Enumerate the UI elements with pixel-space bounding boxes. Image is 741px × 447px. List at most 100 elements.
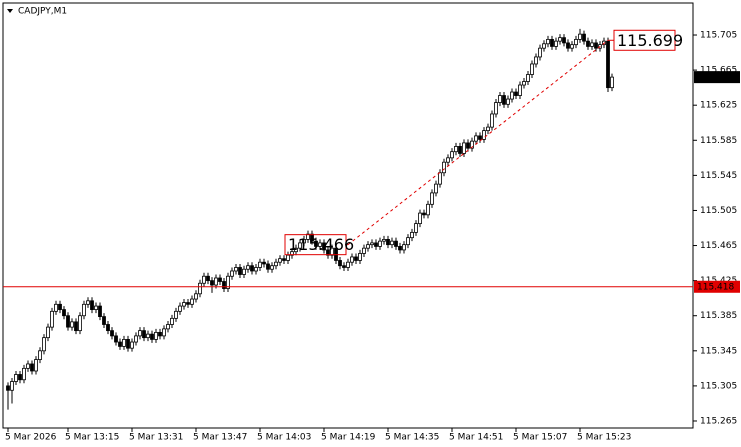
candle-body	[494, 102, 498, 115]
candle-body	[110, 330, 114, 337]
x-tick-label: 5 Mar 13:47	[193, 433, 247, 443]
y-tick-label: 115.345	[700, 346, 737, 356]
candle-body	[6, 385, 10, 391]
candle-body	[286, 254, 290, 261]
candle-body	[414, 223, 418, 233]
candle-body	[542, 43, 546, 49]
candle-body	[426, 203, 430, 216]
candle-body	[158, 331, 162, 337]
candle-body	[294, 247, 298, 253]
candle-body	[254, 267, 258, 272]
x-tick-label: 5 Mar 13:31	[129, 433, 183, 443]
candle-body	[610, 76, 614, 89]
candle-body	[14, 374, 18, 382]
candle-body	[262, 261, 266, 265]
annotation-label: 115.466	[288, 235, 354, 254]
candle-body	[558, 37, 562, 42]
candle-body	[22, 367, 26, 381]
candle-body	[86, 300, 90, 305]
y-tick-label: 115.305	[700, 381, 737, 391]
candle-body	[358, 253, 362, 261]
candle-body	[486, 126, 490, 132]
candle-body	[206, 275, 210, 282]
candle-body	[490, 113, 494, 128]
candle-body	[582, 33, 586, 42]
candle-body	[270, 265, 274, 270]
candle-body	[90, 300, 94, 310]
candle-body	[466, 142, 470, 149]
candle-body	[38, 350, 42, 360]
candle-body	[470, 140, 474, 149]
y-tick-label: 115.625	[700, 101, 737, 111]
candle-body	[98, 305, 102, 317]
candle-body	[234, 267, 238, 272]
candle-body	[550, 39, 554, 47]
candle-body	[174, 310, 178, 319]
candle-body	[170, 317, 174, 325]
candle-body	[246, 265, 250, 270]
candle-body	[482, 130, 486, 140]
candle-body	[386, 239, 390, 246]
candle-body	[210, 280, 214, 286]
candle-body	[314, 240, 318, 247]
candle-body	[34, 359, 38, 372]
candle-body	[250, 265, 254, 272]
candle-body	[330, 247, 334, 256]
annotation-label: 115.699	[617, 31, 683, 50]
candle-body	[370, 242, 374, 246]
candle-body	[510, 91, 514, 100]
candle-body	[178, 305, 182, 312]
candle-body	[218, 277, 222, 282]
candle-body	[366, 244, 370, 249]
candle-body	[526, 74, 530, 82]
x-tick-label: 5 Mar 14:03	[257, 433, 311, 443]
candle-body	[522, 81, 526, 86]
candle-body	[54, 303, 58, 312]
plot-frame	[2, 2, 694, 429]
candle-body	[198, 282, 202, 295]
candle-body	[346, 261, 350, 268]
x-tick-label: 5 Mar 15:07	[513, 433, 567, 443]
candle-body	[574, 39, 578, 46]
candle-body	[350, 256, 354, 263]
x-tick-label: 5 Mar 13:15	[65, 433, 119, 443]
candle-body	[590, 42, 594, 47]
candle-body	[146, 333, 150, 339]
candle-body	[282, 258, 286, 261]
hline-price-box	[694, 280, 740, 293]
x-tick-label: 5 Mar 2026	[5, 433, 57, 443]
candle-body	[266, 263, 270, 270]
candle-body	[298, 242, 302, 249]
candle-body	[190, 298, 194, 305]
candle-body	[70, 321, 74, 328]
y-tick-label: 115.505	[700, 206, 737, 216]
candle-body	[498, 95, 502, 103]
x-tick-label: 5 Mar 14:19	[321, 433, 376, 443]
candle-body	[186, 302, 190, 305]
candle-body	[106, 324, 110, 332]
candle-body	[406, 237, 410, 246]
candle-body	[290, 251, 294, 256]
candle-body	[278, 258, 282, 263]
candle-body	[394, 240, 398, 247]
candle-body	[566, 42, 570, 49]
candle-body	[518, 84, 522, 96]
candle-body	[378, 240, 382, 247]
candle-body	[194, 293, 198, 300]
candle-body	[238, 267, 242, 275]
candle-body	[538, 47, 542, 58]
candle-body	[606, 40, 610, 89]
candle-body	[322, 242, 326, 251]
candle-body	[562, 37, 566, 44]
candle-body	[102, 316, 106, 325]
hline-price-label: 115.418	[697, 282, 734, 292]
candle-body	[162, 328, 166, 337]
candle-body	[274, 261, 278, 267]
candle-body	[134, 335, 138, 343]
candle-body	[514, 91, 518, 96]
candle-body	[410, 231, 414, 239]
candle-body	[258, 261, 262, 268]
candle-body	[554, 40, 558, 47]
candle-body	[94, 305, 98, 310]
